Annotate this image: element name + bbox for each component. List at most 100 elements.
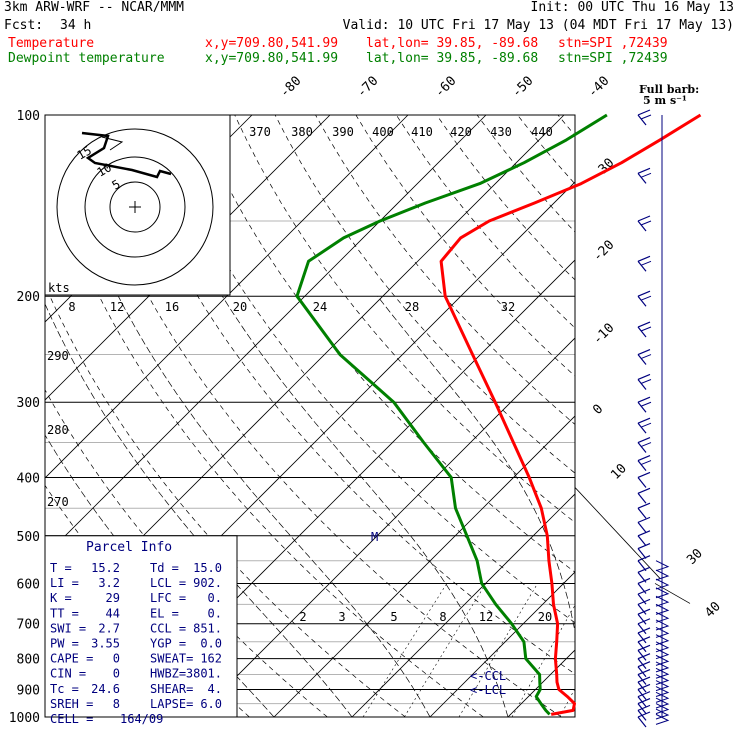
wind-barb — [655, 587, 670, 599]
wind-barb — [655, 627, 670, 638]
hodograph-trace — [81, 131, 172, 179]
temperature-xy: x,y=709.80,541.99 — [205, 36, 339, 51]
wind-barb — [637, 255, 651, 262]
wind-barb — [637, 326, 647, 338]
mixing-bottom-label: 20 — [538, 610, 552, 624]
dry-adiabat — [396, 115, 575, 329]
parcel-value: 3801. — [186, 667, 222, 681]
dry-adiabat — [598, 115, 740, 717]
parcel-key: CCL = — [150, 621, 186, 635]
pressure-label-1000: 1000 — [9, 711, 40, 726]
marker-m: M — [371, 530, 378, 544]
temperature-legend: Temperature — [8, 36, 95, 51]
pressure-label-200: 200 — [17, 290, 40, 305]
theta-label: 420 — [450, 125, 472, 139]
wind-barb — [637, 658, 647, 670]
wind-barb — [655, 619, 670, 631]
wind-barb — [637, 477, 647, 488]
wind-barb — [637, 666, 647, 678]
wind-barb — [637, 698, 651, 705]
wind-barb — [655, 674, 670, 685]
wind-barb — [640, 295, 652, 301]
plot-frame — [44, 114, 576, 718]
pressure-label-300: 300 — [17, 396, 40, 411]
wind-barb — [637, 598, 651, 605]
parcel-key: SWEAT= — [150, 652, 193, 666]
parcel-key: LI = — [50, 576, 79, 590]
mixing-ratio-line — [559, 687, 575, 717]
dry-adiabat — [476, 115, 575, 233]
wind-barb — [637, 215, 651, 222]
mixing-top-label: 24 — [313, 300, 327, 314]
pressure-label-700: 700 — [17, 618, 40, 633]
mixing-ratio-line — [511, 604, 575, 717]
wind-barb — [637, 632, 647, 644]
wind-barb — [637, 172, 647, 184]
wind-barb — [655, 603, 670, 615]
wind-barb — [655, 560, 670, 572]
mixing-top-label: 28 — [405, 300, 419, 314]
theta-label: 390 — [332, 125, 354, 139]
parcel-value: 902. — [193, 576, 222, 590]
mixing-ratio-line — [623, 583, 692, 717]
dry-adiabat — [679, 115, 740, 717]
wind-barb — [637, 627, 651, 634]
parcel-key: LAPSE= — [150, 697, 193, 711]
dewpoint-legend: Dewpoint temperature — [8, 51, 165, 66]
dry-adiabat — [193, 115, 575, 573]
parcel-value: 3.55 — [91, 637, 120, 651]
wind-barb — [655, 595, 670, 607]
parcel-key: YGP = — [150, 637, 186, 651]
isotherm — [351, 493, 575, 717]
parcel-key: CELL = — [50, 712, 93, 726]
wind-barb — [637, 516, 651, 523]
isotherm — [507, 649, 575, 717]
parcel-key: LCL = — [150, 576, 186, 590]
mixing-ratio-line — [458, 583, 538, 717]
parcel-key: SREH = — [50, 697, 93, 711]
temperature-station: stn=SPI ,72439 — [558, 36, 668, 51]
parcel-value: 4. — [208, 682, 222, 696]
temp-top-label: -70 — [354, 74, 381, 101]
wind-barb — [637, 704, 651, 711]
frame-extension — [654, 583, 691, 604]
wind-barb — [655, 686, 670, 698]
wind-barb — [637, 442, 647, 453]
theta-left-label: 270 — [47, 495, 69, 509]
wind-barb — [637, 649, 647, 661]
temp-top-label: -50 — [509, 74, 536, 101]
wind-barb — [637, 422, 647, 434]
parcel-key: T = — [50, 561, 72, 575]
wind-barb — [637, 661, 651, 668]
wind-barb — [637, 290, 651, 297]
wind-barb — [637, 471, 651, 478]
temp-top-label: -40 — [585, 74, 612, 101]
parcel-info-box: Parcel Info T = 15.2 Td = 15.0 LI = 3.2 LCL = 90… — [44, 535, 238, 726]
wind-barb — [637, 618, 651, 625]
temp-top-label: -60 — [432, 74, 459, 101]
wind-barb — [637, 548, 647, 559]
marker-ccl: <-CCL — [470, 669, 506, 683]
isotherm — [586, 115, 740, 717]
moist-adiabat — [222, 296, 509, 717]
mixing-top-label: 16 — [165, 300, 179, 314]
wind-barb — [637, 555, 651, 562]
wind-barb — [637, 396, 651, 403]
wind-barb — [637, 535, 647, 547]
theta-label: 400 — [372, 125, 394, 139]
wind-barb — [637, 373, 651, 381]
theta-label: 430 — [490, 125, 512, 139]
dry-adiabat — [113, 115, 575, 675]
wind-barb — [655, 691, 670, 703]
parcel-value: 0 — [113, 667, 120, 681]
wind-barb — [640, 172, 652, 178]
isotherm — [429, 571, 575, 717]
wind-barb — [655, 713, 670, 725]
hodograph-units: kts — [48, 281, 70, 295]
wind-barb — [637, 492, 647, 504]
wind-barb — [637, 636, 651, 643]
dry-adiabat — [639, 115, 740, 717]
parcel-key: SHEAR= — [150, 682, 193, 696]
